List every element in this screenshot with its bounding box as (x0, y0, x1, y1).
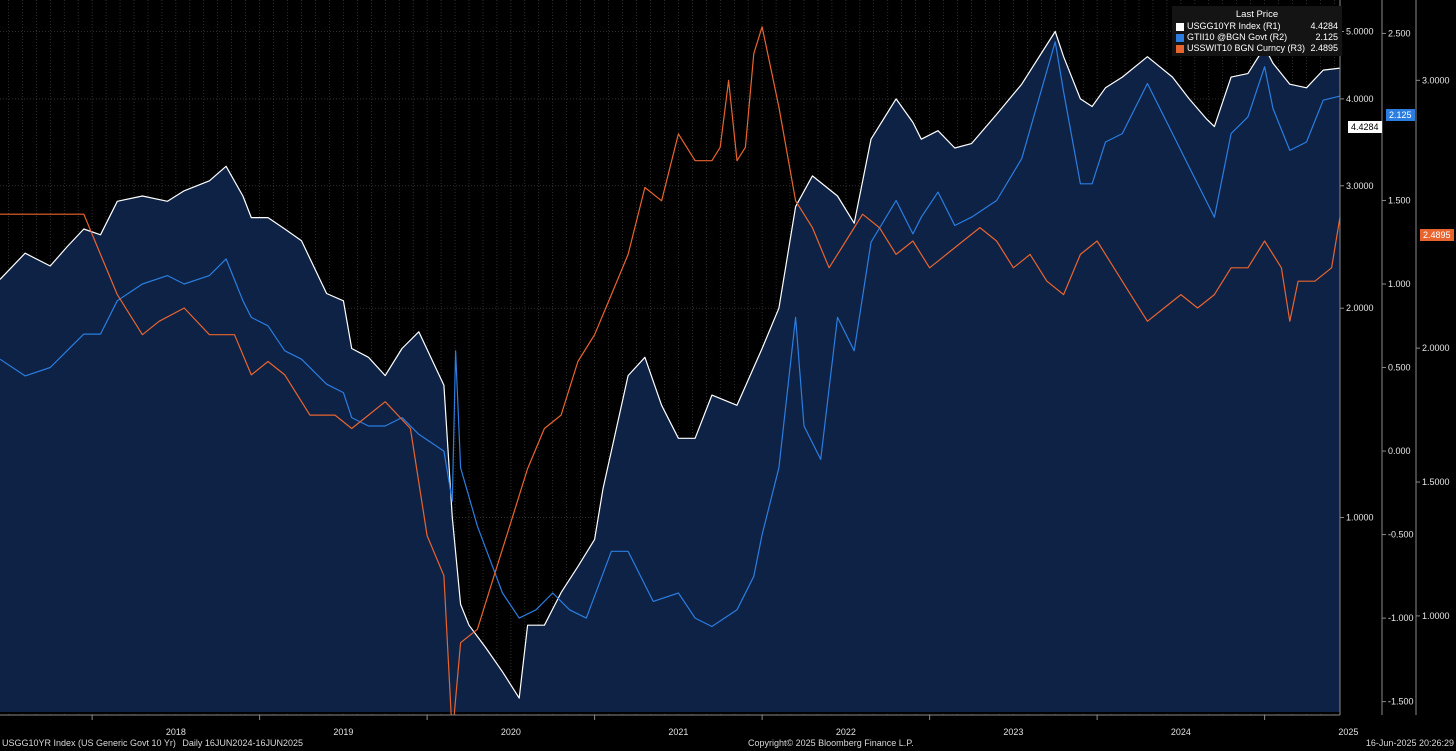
legend-name-usswit10: USSWIT10 BGN Curncy (R3) (1187, 43, 1306, 53)
y-tick-label-r1: 3.0000 (1346, 181, 1374, 191)
x-tick-label: 2023 (1003, 727, 1023, 737)
series-line-0 (0, 30, 1341, 699)
legend-value-usswit10: 2.4895 (1310, 43, 1338, 53)
footer-ticker: USGG10YR Index (US Generic Govt 10 Yr) D… (2, 738, 303, 748)
x-tick-label: 2022 (836, 727, 856, 737)
legend-swatch-gtii10 (1176, 33, 1184, 42)
legend-value-gtii10: 2.125 (1315, 32, 1338, 42)
y-tick-label-r3: 2.0000 (1422, 343, 1450, 353)
y-tick-label-r1: 1.0000 (1346, 513, 1374, 523)
y-tick-label-r2: -1.500 (1388, 697, 1414, 707)
y-tick-label-r2: -1.000 (1388, 613, 1414, 623)
y-tick-label-r3: 1.5000 (1422, 477, 1450, 487)
y-tick-label-r2: 0.500 (1388, 363, 1411, 373)
last-price-tag-r1: 4.4284 (1348, 121, 1382, 133)
x-tick-label: 2020 (501, 727, 521, 737)
area-fill-series-0 (0, 31, 1340, 712)
series-line-1 (0, 41, 1341, 628)
footer-timestamp: 16-Jun-2025 20:26:29 (1365, 738, 1454, 748)
y-tick-label-r3: 1.0000 (1422, 611, 1450, 621)
y-tick-label-r1: 4.0000 (1346, 94, 1374, 104)
legend-item-usswit10: USSWIT10 BGN Curncy (R3) 2.4895 (1172, 43, 1342, 54)
y-tick-label-r1: 5.0000 (1346, 27, 1374, 37)
legend: Last Price USGG10YR Index (R1) 4.4284 GT… (1172, 6, 1342, 56)
footer-ticker-name: USGG10YR Index (US Generic Govt 10 Yr) (2, 738, 176, 748)
last-price-tag-r3: 2.4895 (1420, 229, 1454, 241)
legend-item-gtii10: GTII10 @BGN Govt (R2) 2.125 (1172, 32, 1342, 43)
x-tick-label: 2021 (668, 727, 688, 737)
y-tick-label-r1: 2.0000 (1346, 303, 1374, 313)
legend-value-usgg10yr: 4.4284 (1310, 21, 1338, 31)
x-tick-label: 2025 (1338, 727, 1358, 737)
fill-area-layer (0, 31, 1340, 712)
series-line-2 (0, 26, 1341, 737)
x-axis-background (0, 715, 1340, 737)
y-tick-label-r2: -0.500 (1388, 530, 1414, 540)
x-tick-label: 2019 (333, 727, 353, 737)
legend-name-gtii10: GTII10 @BGN Govt (R2) (1187, 32, 1288, 42)
y-tick-label-r2: 0.000 (1388, 446, 1411, 456)
axes-layer: 2018 2019 2020 2021 2022 2023 2024 2025 5.0000 4.… (0, 0, 1450, 737)
y-tick-label-r2: 1.000 (1388, 279, 1411, 289)
legend-name-usgg10yr: USGG10YR Index (R1) (1187, 21, 1281, 31)
y-tick-label-r3: 3.0000 (1422, 75, 1450, 85)
last-price-tag-r2: 2.125 (1386, 109, 1415, 121)
x-tick-label: 2018 (166, 727, 186, 737)
y-tick-label-r2: 2.500 (1388, 28, 1411, 38)
series-lines-layer (0, 26, 1341, 737)
x-tick-label: 2024 (1171, 727, 1191, 737)
legend-swatch-usswit10 (1176, 44, 1184, 53)
legend-swatch-usgg10yr (1176, 22, 1184, 31)
footer-copyright: Copyright© 2025 Bloomberg Finance L.P. (748, 738, 914, 748)
footer-period: Daily 16JUN2024-16JUN2025 (182, 738, 303, 748)
y-tick-label-r2: 1.500 (1388, 195, 1411, 205)
legend-item-usgg10yr: USGG10YR Index (R1) 4.4284 (1172, 21, 1342, 32)
legend-title: Last Price (1235, 9, 1279, 20)
